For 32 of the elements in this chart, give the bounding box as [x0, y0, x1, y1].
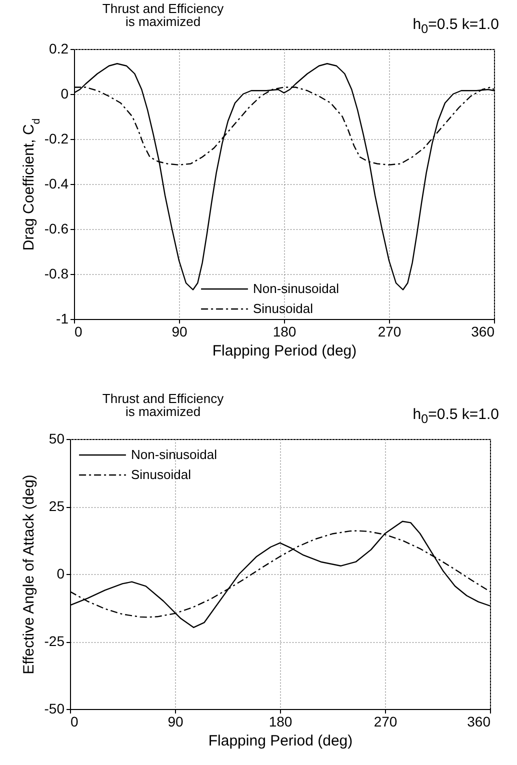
y-tick-label: -0.6	[44, 220, 69, 236]
y-tick-label: 25	[48, 498, 65, 514]
text: Thrust and Efficiency is maximized	[101, 1, 225, 29]
y-tick-label: -0.8	[44, 266, 69, 282]
y-tick-label: 0	[56, 566, 65, 582]
text: h$_{0}$=0.5 k=1.0	[412, 16, 499, 36]
y-tick-label: -0.4	[44, 176, 69, 192]
y-tick-label: 0	[60, 86, 69, 102]
x-tick-label: 180	[268, 714, 292, 730]
x-tick-label: 0	[74, 324, 82, 340]
legend-label: Non-sinusoidal	[131, 447, 218, 462]
x-axis-title: Flapping Period (deg)	[212, 342, 357, 360]
x-tick-label: 180	[272, 324, 296, 340]
y-tick-label: -25	[44, 633, 65, 649]
x-tick-label: 90	[172, 324, 188, 340]
y-tick-label: -50	[44, 700, 65, 716]
legend-label: Sinusoidal	[253, 301, 314, 316]
y-axis-title: Effective Angle of Attack (deg)	[20, 474, 38, 674]
x-tick-label: 270	[378, 324, 402, 340]
x-tick-label: 360	[471, 324, 495, 340]
legend-label: Sinusoidal	[131, 467, 192, 482]
y-tick-label: -1	[56, 310, 69, 326]
y-tick-label: 0.2	[49, 40, 69, 56]
legend-label: Non-sinusoidal	[253, 281, 340, 296]
x-axis-title: Flapping Period (deg)	[208, 732, 353, 750]
y-tick-label: 50	[48, 430, 65, 446]
x-tick-label: 270	[374, 714, 398, 730]
text: h$_{0}$=0.5 k=1.0	[412, 406, 499, 426]
text: Thrust and Efficiency is maximized	[101, 391, 225, 419]
x-tick-label: 90	[168, 714, 184, 730]
x-tick-label: 360	[467, 714, 491, 730]
y-tick-label: -0.2	[44, 130, 69, 146]
